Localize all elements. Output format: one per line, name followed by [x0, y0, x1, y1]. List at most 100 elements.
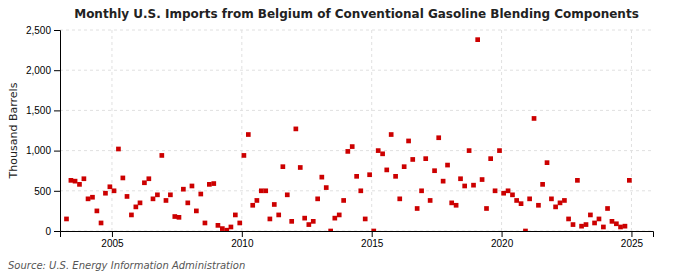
x-axis-line	[61, 232, 654, 238]
x-tick-mark	[242, 231, 243, 237]
point	[211, 181, 216, 186]
x-tick: 2010	[231, 231, 254, 249]
x-tick-mark	[372, 231, 373, 237]
point	[302, 216, 307, 221]
point	[371, 229, 376, 231]
point	[406, 139, 411, 144]
point	[146, 176, 151, 181]
grid-line-y	[60, 70, 653, 71]
point	[190, 184, 195, 189]
grid-line-y	[60, 110, 653, 111]
x-tick: 2005	[101, 231, 124, 249]
grid-line-y	[60, 150, 653, 151]
point	[73, 179, 78, 184]
x-tick-label: 2020	[491, 238, 514, 249]
point	[480, 177, 485, 182]
point	[142, 180, 147, 185]
y-tick-mark	[54, 231, 60, 232]
point	[532, 116, 537, 121]
point	[324, 185, 329, 190]
point	[623, 224, 628, 229]
point	[354, 174, 359, 179]
point	[134, 205, 139, 210]
point	[436, 135, 441, 140]
point	[116, 147, 121, 152]
y-tick-label: 1,500	[26, 105, 51, 116]
point	[571, 222, 576, 227]
point	[519, 201, 524, 206]
point	[103, 191, 108, 196]
point	[592, 221, 597, 226]
point	[172, 214, 177, 219]
point	[419, 188, 424, 193]
plot-area: 2005201020152020202505001,0001,5002,0002…	[26, 25, 654, 249]
point	[216, 223, 221, 228]
point	[601, 225, 606, 230]
point	[168, 192, 173, 197]
point	[203, 221, 208, 226]
point	[536, 203, 541, 208]
point	[185, 201, 190, 206]
point	[237, 221, 242, 226]
marks	[64, 37, 632, 231]
point	[605, 206, 610, 211]
y-tick-mark	[54, 70, 60, 71]
y-tick: 500	[34, 186, 60, 197]
point	[467, 148, 472, 153]
y-tick-label: 2,500	[26, 25, 51, 36]
point	[566, 217, 571, 222]
point	[415, 206, 420, 211]
point	[164, 198, 169, 203]
point	[315, 196, 320, 201]
point	[276, 213, 281, 218]
point	[220, 226, 225, 231]
point	[159, 153, 164, 158]
point	[363, 217, 368, 222]
point	[376, 148, 381, 153]
point	[618, 225, 623, 230]
y-tick-label: 1,000	[26, 145, 51, 156]
point	[138, 201, 143, 206]
y-axis: 05001,0001,5002,0002,500	[26, 25, 61, 237]
point	[151, 196, 156, 201]
x-tick-label: 2005	[101, 238, 124, 249]
x-axis: 20052010201520202025	[61, 231, 654, 249]
y-tick-label: 500	[34, 186, 51, 197]
point	[397, 196, 402, 201]
point	[311, 219, 316, 224]
point	[233, 213, 238, 218]
point	[108, 184, 113, 189]
y-axis-title: Thousand Barrels	[7, 82, 20, 179]
grid-line-y	[60, 30, 653, 31]
point	[428, 198, 433, 203]
point	[575, 178, 580, 183]
grid-line-x	[631, 30, 632, 231]
point	[289, 219, 294, 224]
point	[246, 132, 251, 137]
point	[441, 179, 446, 184]
point	[177, 215, 182, 220]
grid-line-x	[111, 30, 112, 231]
point	[332, 216, 337, 221]
grid-line-x	[501, 30, 502, 231]
x-tick-mark	[631, 231, 632, 237]
point	[345, 149, 350, 154]
y-tick: 1,000	[26, 145, 60, 156]
point	[549, 196, 554, 201]
point	[319, 175, 324, 180]
title: Monthly U.S. Imports from Belgium of Con…	[74, 7, 639, 21]
point	[121, 176, 126, 181]
x-tick-mark	[502, 231, 503, 237]
point	[588, 213, 593, 218]
point	[358, 188, 363, 193]
y-tick-mark	[54, 151, 60, 152]
point	[69, 178, 74, 183]
point	[112, 188, 117, 193]
point	[224, 228, 229, 231]
y-tick: 0	[45, 226, 60, 237]
point	[410, 157, 415, 162]
point	[294, 127, 299, 132]
point	[350, 144, 355, 149]
grid	[60, 30, 653, 231]
point	[207, 182, 212, 187]
